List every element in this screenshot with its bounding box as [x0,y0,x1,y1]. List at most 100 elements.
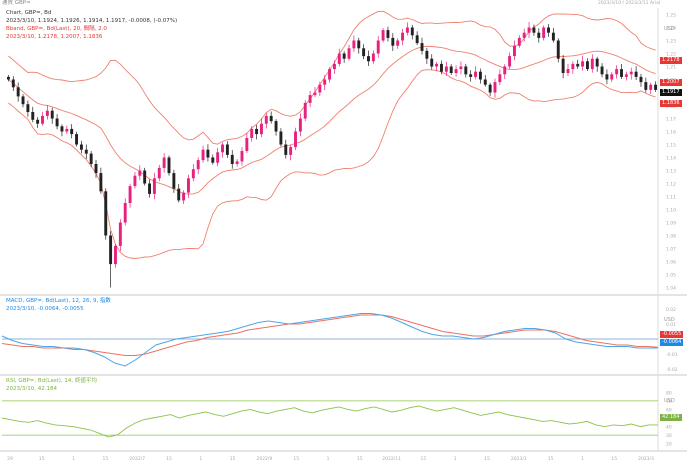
candle-body [634,71,638,77]
price-tick-label: 1.24 [666,26,676,32]
candle-body [118,222,122,246]
candle-body [162,157,166,168]
candle-body [128,186,132,203]
candle-body [620,69,623,77]
bband-upper-line [8,10,656,145]
candle-body [454,69,458,73]
candle-body [605,74,609,80]
candle-body [435,63,439,67]
candle-body [323,79,327,85]
candle-body [259,123,263,135]
candle-body [138,170,142,176]
candle-body [177,188,181,201]
bband-legend: Bband, GBP=, Bd(Last), 20, 間隔, 2.0 [6,26,107,32]
candle-body [396,40,400,46]
price-tick-label: 1.17 [666,117,676,123]
candle-body [561,58,565,73]
candle-body [274,121,278,132]
price-tick-label: 1.15 [666,143,676,149]
candle-body [196,160,200,170]
candle-body [376,40,380,54]
macd-tick-label: -0.01 [666,352,678,358]
rsi-tick-label: 70 [666,399,672,405]
candle-body [503,66,507,75]
bband-middle-line [8,45,656,195]
price-tick-label: 1.25 [666,13,676,19]
candle-body [551,32,555,41]
candle-body [182,192,186,201]
candle-body [571,63,575,70]
price-tag-middle-band: 1.2007 [660,79,682,86]
rsi-tick-label: 20 [666,442,672,448]
candle-body [84,149,88,154]
price-tick-label: 1.07 [666,247,676,253]
candle-body [478,71,482,80]
candle-body [284,144,288,155]
candle-body [459,66,463,70]
candle-body [401,32,405,41]
candle-body [89,153,93,164]
price-yaxis-label: USD [664,26,675,32]
candle-body [167,157,171,174]
candle-body [532,27,536,33]
candle-body [498,74,502,83]
candle-body [347,48,351,59]
candle-body [133,175,137,187]
candle-body [517,37,521,46]
candle-body [415,35,419,44]
price-tick-label: 1.23 [666,39,676,45]
rsi-title: RSI, GBP=, Bd(Last), 14, 終値平均 [6,378,97,384]
candle-body [352,40,356,49]
price-tick-label: 1.08 [666,234,676,240]
candle-body [240,151,244,162]
x-tick-label: 1 [327,456,330,462]
candle-body [600,66,604,75]
x-tick-label: 15 [611,456,617,462]
candle-body [206,149,210,158]
price-tick-label: 1.11 [666,195,676,201]
candle-body [152,178,156,194]
header-top-right: 2023/3/10 / 2023/3/11 Arial [598,1,661,6]
rsi-tick-label: 60 [666,407,672,413]
candle-body [313,92,317,96]
candle-body [289,147,293,155]
candle-body [590,58,594,70]
candle-body [595,58,599,67]
candle-body [342,53,346,59]
candle-body [371,53,375,62]
candle-body [474,71,477,77]
x-tick-label: 15 [548,456,554,462]
candle-body [488,84,492,93]
candle-body [367,56,370,62]
candle-body [357,40,361,49]
x-tick-label: 1 [454,456,457,462]
candle-body [255,128,259,135]
price-tick-label: 1.10 [666,208,676,214]
candle-body [211,157,215,163]
candle-body [483,79,487,85]
price-tick-label: 1.09 [666,221,676,227]
price-tag-upper-band: 1.2178 [660,57,682,64]
price-tick-label: 1.16 [666,130,676,136]
x-tick-label: 2022/7 [129,456,145,462]
candle-body [493,82,497,93]
candle-body [328,69,332,80]
candle-body [6,76,10,80]
candle-body [187,178,190,193]
rsi-tick-label: 40 [666,425,672,431]
candle-body [225,144,229,155]
price-tick-label: 1.05 [666,273,676,279]
candle-body [221,144,224,153]
candle-body [469,74,473,77]
candle-body [556,40,560,59]
candle-body [148,183,151,194]
candle-body [11,79,15,88]
candle-body [332,63,336,70]
candle-body [157,167,161,179]
price-tag-last: 1.1917 [660,89,682,96]
candle-body [114,245,117,265]
x-tick-label: 15 [166,456,172,462]
candle-body [21,96,25,105]
candle-body [362,48,366,57]
